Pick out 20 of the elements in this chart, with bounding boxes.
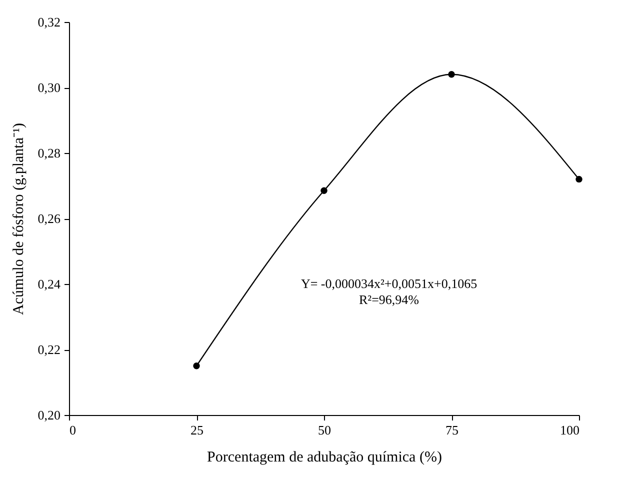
y-tick-label: 0,28: [38, 146, 60, 160]
y-tick-label: 0,30: [38, 80, 60, 95]
x-tick-label: 75: [446, 422, 458, 438]
x-tick-label: 0: [70, 422, 76, 438]
y-tick-label: 0,22: [38, 342, 60, 357]
y-tick-label: 0,20: [38, 408, 60, 422]
x-tick-label: 25: [190, 422, 204, 438]
x-axis-title: Porcentagem de adubação química (%): [207, 450, 442, 466]
y-tick-label: 0,26: [38, 211, 61, 226]
y-axis-title: Acúmulo de fósforo (g.planta⁻¹): [10, 123, 27, 315]
y-tick-label: 0,24: [38, 276, 61, 292]
annotation: R²=96,94%: [359, 292, 420, 307]
point: [576, 176, 582, 183]
y-tick-label: 0,32: [38, 14, 60, 30]
x-tick-label: 50: [318, 422, 331, 438]
x-tick-label: 100: [560, 422, 580, 438]
annotation: Y= -0,000034x²+0,0051x+0,1065: [300, 276, 478, 291]
point: [448, 71, 455, 78]
point: [193, 362, 200, 370]
point: [320, 187, 328, 194]
